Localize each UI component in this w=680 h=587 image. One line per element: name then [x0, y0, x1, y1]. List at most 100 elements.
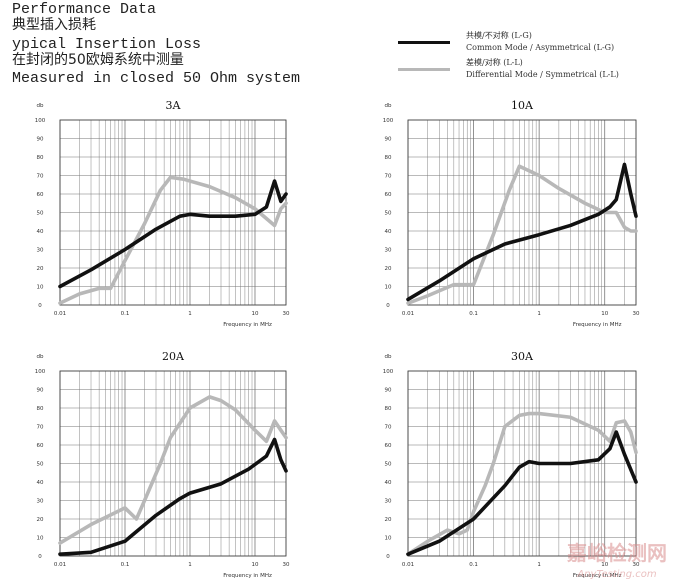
y-tick-label: 70 [37, 425, 44, 431]
series-line-differential-mode [58, 175, 288, 305]
y-tick-label: 20 [37, 517, 44, 523]
y-tick-label: 80 [37, 406, 44, 412]
x-tick-label: 0.1 [469, 562, 478, 568]
x-tick-label: 10 [601, 562, 608, 568]
y-tick-label: 60 [37, 192, 44, 198]
y-tick-label: 90 [37, 388, 44, 394]
y-tick-label: 40 [385, 229, 392, 235]
y-tick-label: 60 [385, 192, 392, 198]
plot-frame [407, 370, 637, 557]
legend-swatch-common-mode [398, 41, 450, 44]
y-tick-label: 80 [385, 155, 392, 161]
y-tick-label: 100 [383, 369, 394, 375]
y-tick-label: 90 [37, 137, 44, 143]
series-line-differential-mode [58, 395, 288, 545]
chart-20a: 0 10 20 30 40 50 60 70 80 90 100 0.01 0.1 1 10 30 db Freq… [35, 350, 290, 579]
y-tick-label: 30 [37, 499, 44, 505]
y-axis-label: db [37, 103, 44, 109]
y-tick-label: 40 [385, 480, 392, 486]
y-tick-label: 90 [385, 388, 392, 394]
y-axis-label: db [385, 354, 392, 360]
y-tick-label: 80 [37, 155, 44, 161]
x-tick-label: 10 [251, 562, 258, 568]
x-tick-label: 30 [283, 311, 290, 317]
chart-title: 3A [166, 99, 182, 112]
series-line-differential-mode [406, 164, 638, 305]
x-tick-label: 1 [188, 562, 192, 568]
y-tick-label: 100 [383, 118, 394, 124]
x-tick-label: 30 [283, 562, 290, 568]
x-tick-label: 1 [537, 562, 541, 568]
y-tick-label: 10 [385, 536, 392, 542]
y-tick-label: 100 [35, 118, 46, 124]
y-tick-label: 30 [385, 499, 392, 505]
x-tick-label: 30 [633, 562, 640, 568]
y-tick-label: 40 [37, 480, 44, 486]
y-tick-label: 60 [37, 443, 44, 449]
y-tick-label: 10 [37, 536, 44, 542]
chart-title: 10A [511, 99, 534, 112]
y-tick-label: 80 [385, 406, 392, 412]
plot-frame [59, 119, 287, 306]
y-axis-label: db [385, 103, 392, 109]
x-tick-label: 1 [537, 311, 541, 317]
y-tick-label: 70 [385, 174, 392, 180]
header-subtitle-cn: 在封闭的50欧姆系统中测量 [12, 52, 184, 68]
x-tick-label: 10 [251, 311, 258, 317]
watermark-text-en: AnyTesting.com [576, 569, 657, 580]
y-tick-label: 70 [37, 174, 44, 180]
y-tick-label: 50 [37, 462, 44, 468]
x-axis-label: Frequency in MHz [223, 573, 272, 579]
watermark-text-cn: 嘉峪检测网 [566, 541, 667, 565]
y-tick-label: 50 [37, 211, 44, 217]
legend-label-en: Differential Mode / Symmetrical (L-L) [466, 70, 619, 79]
header: Performance Data 典型插入损耗 ypical Insertion… [0, 0, 680, 90]
legend-item-differential-mode: 差模/对称 (L-L) Differential Mode / Symmetri… [398, 57, 680, 83]
y-tick-label: 40 [37, 229, 44, 235]
y-tick-label: 0 [38, 554, 42, 560]
y-tick-label: 0 [386, 554, 390, 560]
y-tick-label: 90 [385, 137, 392, 143]
chart-10a: 0 10 20 30 40 50 60 70 80 90 100 0.01 0.1 1 10 30 db Freq… [383, 99, 640, 328]
y-tick-label: 10 [385, 285, 392, 291]
y-tick-label: 100 [35, 369, 46, 375]
series-line-differential-mode [406, 411, 638, 556]
x-tick-label: 0.01 [402, 562, 414, 568]
y-tick-label: 0 [38, 303, 42, 309]
legend-item-common-mode: 共模/不对称 (L-G) Common Mode / Asymmetrical … [398, 30, 680, 56]
legend-label-en: Common Mode / Asymmetrical (L-G) [466, 43, 615, 52]
y-tick-label: 50 [385, 462, 392, 468]
y-tick-label: 20 [37, 266, 44, 272]
header-subtitle: ypical Insertion Loss [12, 36, 202, 53]
legend-label-cn: 差模/对称 (L-L) [466, 58, 523, 67]
legend: 共模/不对称 (L-G) Common Mode / Asymmetrical … [398, 30, 680, 86]
x-tick-label: 0.01 [54, 311, 66, 317]
y-tick-label: 10 [37, 285, 44, 291]
series-line-common-mode [406, 162, 638, 302]
y-tick-label: 60 [385, 443, 392, 449]
plot-frame [59, 370, 287, 557]
x-axis-label: Frequency in MHz [573, 322, 622, 328]
legend-label-cn: 共模/不对称 (L-G) [466, 31, 532, 40]
x-axis-label: Frequency in MHz [573, 573, 622, 579]
series-line-common-mode [58, 179, 288, 289]
x-tick-label: 0.01 [402, 311, 414, 317]
header-title: Performance Data [12, 1, 157, 18]
y-tick-label: 20 [385, 517, 392, 523]
y-axis-label: db [37, 354, 44, 360]
y-tick-label: 0 [386, 303, 390, 309]
x-tick-label: 0.1 [121, 562, 130, 568]
header-note: Measured in closed 50 Ohm system [12, 70, 301, 87]
y-tick-label: 30 [385, 248, 392, 254]
y-tick-label: 30 [37, 248, 44, 254]
y-tick-label: 70 [385, 425, 392, 431]
chart-title: 30A [511, 350, 534, 363]
legend-swatch-differential-mode [398, 68, 450, 71]
y-tick-label: 50 [385, 211, 392, 217]
x-tick-label: 0.1 [469, 311, 478, 317]
x-tick-label: 10 [601, 311, 608, 317]
chart-30a: 0 10 20 30 40 50 60 70 80 90 100 0.01 0.1 1 10 30 db Freq… [383, 350, 640, 579]
x-axis-label: Frequency in MHz [223, 322, 272, 328]
y-tick-label: 20 [385, 266, 392, 272]
